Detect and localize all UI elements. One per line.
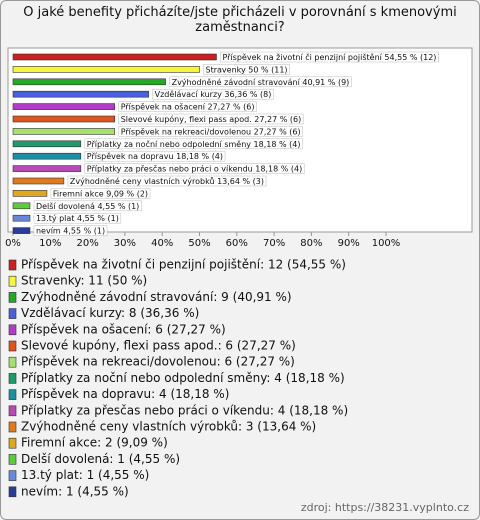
legend-label: Příplatky za přesčas nebo práci o víkend… [21,403,348,417]
data-label-box [152,88,274,100]
bar [12,103,116,110]
legend-swatch [8,340,17,352]
data-label: Zvýhodněné závodní stravování 40,91 % (9… [172,77,350,87]
data-label: Vzdělávací kurzy 36,36 % (8) [155,90,272,99]
legend-label: nevím: 1 (4,55 %) [21,484,129,498]
x-tick-label: 60% [226,238,248,249]
legend-swatch [8,324,17,336]
legend-label: Firemní akce: 2 (9,09 %) [21,436,168,450]
legend-swatch [8,259,17,271]
legend-label: Delší dovolená: 1 (4,55 %) [21,452,180,466]
data-label-box [118,113,304,125]
legend-swatch [8,373,17,384]
data-label: Příspěvek na rekreaci/dovolenou 27,27 % … [121,127,301,136]
data-label: Delší dovolená 4,55 % (1) [36,201,139,211]
bar [12,66,200,73]
x-tick-label: 70% [263,238,285,249]
bar [12,90,149,98]
legend-label: Slevové kupóny, flexi pass apod.: 6 (27,… [21,339,296,353]
data-label: Zvýhodněné ceny vlastních výrobků 13,64 … [70,176,264,186]
data-label: 13.tý plat 4,55 % (1) [36,214,119,223]
data-label: Stravenky 50 % (11) [206,65,288,74]
legend-swatch [8,308,17,319]
x-tick-label: 20% [76,238,98,249]
bar [12,53,217,61]
data-label-box [50,188,151,199]
data-label-box [220,51,439,63]
legend-swatch [8,389,17,400]
data-label-box [67,175,267,187]
data-label: Slevové kupóny, flexi pass apod. 27,27 %… [121,114,302,124]
x-tick-label: 80% [300,238,322,249]
bar [12,214,31,222]
data-label-box [33,225,108,236]
legend-label: Příplatky za noční nebo odpolední směny:… [21,371,345,385]
x-tick-label: 0% [5,238,21,249]
legend-label: Příspěvek na životní či penzijní pojiště… [21,258,346,272]
x-tick-label: 30% [114,238,136,249]
legend-swatch [8,356,17,368]
legend-swatch [8,275,17,287]
x-tick-label: 100% [372,238,401,249]
bar [12,190,48,197]
data-label-box [33,212,122,224]
data-label-box [84,138,303,150]
data-label: Firemní akce 9,09 % (2) [53,189,148,198]
bar [12,140,82,148]
data-label-box [33,200,142,212]
bar [12,227,31,234]
bar [12,202,31,210]
data-label: Příspěvek na ošacení 27,27 % (6) [121,102,255,112]
data-label: Příspěvek na životní či penzijní pojiště… [222,52,436,62]
x-tick-label: 40% [151,238,173,249]
legend-swatch [8,405,17,417]
data-label-box [118,101,257,112]
legend-label: Příspěvek na ošacení: 6 (27,27 %) [21,322,226,336]
data-label: Příplatky za přesčas nebo práci o víkend… [87,164,302,174]
legend-label: Zvýhodněné ceny vlastních výrobků: 3 (13… [21,420,316,434]
bar [12,165,82,172]
bar [12,177,65,185]
bar [12,78,166,86]
legend-label: Příspěvek na dopravu: 4 (18,18 %) [21,387,229,401]
legend-swatch [8,292,17,303]
data-label-box [169,76,352,88]
legend-label: Vzdělávací kurzy: 8 (36,36 %) [21,306,199,320]
data-label-box [84,163,305,174]
data-label-box [118,126,303,137]
legend-swatch [8,486,17,498]
legend-label: 13.tý plat: 1 (4,55 %) [21,468,149,482]
data-label-box [203,64,290,75]
bar [12,152,82,160]
legend-swatch [8,437,17,449]
legend-label: Příspěvek na rekreaci/dovolenou: 6 (27,2… [21,355,295,369]
legend-swatch [8,421,17,433]
x-tick-label: 10% [39,238,61,249]
x-tick-label: 50% [188,238,210,249]
legend-swatch [8,454,17,465]
legend-swatch [8,470,17,481]
legend-label: Zvýhodněné závodní stravování: 9 (40,91 … [21,290,292,304]
data-label: Příplatky za noční nebo odpolední směny … [87,139,301,149]
x-tick-label: 90% [338,238,360,249]
chart-title: O jaké benefity přicházíte/jste přicháze… [23,5,457,35]
data-label-box [84,150,226,162]
data-label: Příspěvek na dopravu 18,18 % (4) [87,152,223,161]
data-label: nevím 4,55 % (1) [36,227,105,236]
source: zdroj: https://38231.vyplnto.cz [301,501,469,514]
bar [12,128,116,135]
legend-label: Stravenky: 11 (50 %) [21,274,147,288]
bar [12,115,116,123]
